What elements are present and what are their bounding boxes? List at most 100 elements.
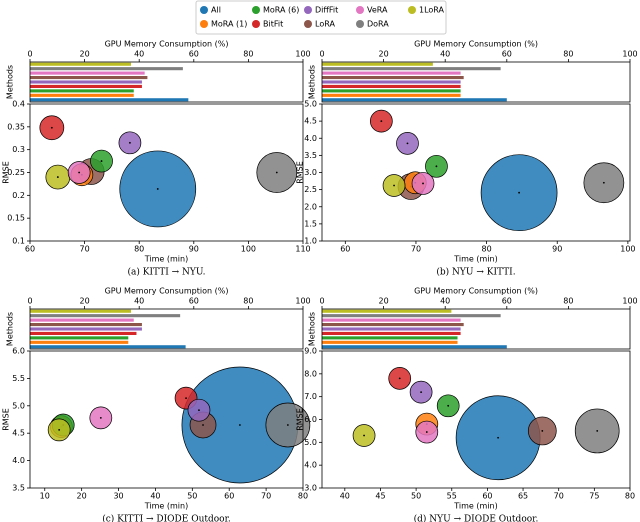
plot-frame <box>29 350 304 489</box>
bar-x-tick-label: 100 <box>295 50 310 59</box>
legend-label: BitFit <box>263 20 283 29</box>
plot-frame <box>321 103 631 242</box>
bar-x-tick-label: 0 <box>27 297 32 306</box>
memory-bar <box>30 340 129 344</box>
bar-frame <box>29 61 304 103</box>
y-tick-label: 7.0 <box>304 392 317 401</box>
caption: (a) KITTI → NYU. <box>128 267 206 278</box>
y-tick-label: 3.0 <box>304 484 317 493</box>
legend-label: DiffFit <box>315 6 338 15</box>
memory-bar <box>30 71 145 75</box>
bar-x-tick-label: 60 <box>189 50 199 59</box>
bar-x-tick-label: 100 <box>622 50 637 59</box>
legend-marker <box>356 6 364 14</box>
y-tick-label: 4.0 <box>12 456 25 465</box>
x-axis-label: Time (min) <box>144 255 188 264</box>
y-tick-label: 0.3 <box>12 145 25 154</box>
x-tick-label: 70 <box>80 245 90 254</box>
bar-y-label: Methods <box>308 312 317 346</box>
bubble-center <box>435 165 438 168</box>
x-tick-label: 75 <box>589 492 599 501</box>
bubble-center <box>198 409 200 412</box>
bar-x-tick-label: 20 <box>379 297 389 306</box>
bubble-center <box>541 430 544 432</box>
y-axis-label: RMSE <box>2 408 11 431</box>
memory-bar <box>322 80 461 84</box>
bar-x-tick-label: 40 <box>134 50 144 59</box>
bar-x-tick-label: 0 <box>319 297 324 306</box>
y-tick-label: 0.15 <box>7 214 25 223</box>
bubble-center <box>420 391 423 393</box>
bubble-center <box>78 171 81 174</box>
x-tick-label: 65 <box>518 492 528 501</box>
memory-bar <box>30 323 142 327</box>
x-tick-label: 60 <box>25 245 35 254</box>
memory-bar <box>322 62 433 66</box>
bar-x-tick-label: 60 <box>502 297 512 306</box>
bar-y-label: Methods <box>6 65 15 99</box>
y-tick-label: 3.5 <box>304 151 317 160</box>
memory-bar <box>30 98 189 102</box>
bubble-center <box>518 191 520 194</box>
caption: (b) NYU → KITTI. <box>436 267 515 278</box>
y-tick-label: 4.0 <box>304 134 317 143</box>
legend-marker <box>200 6 208 14</box>
bubble-center <box>425 431 428 433</box>
legend-label: 1LoRA <box>419 6 445 15</box>
memory-bar <box>30 314 181 318</box>
legend-label: MoRA (1) <box>211 20 247 29</box>
bar-frame <box>29 308 304 350</box>
bubble-center <box>202 424 204 426</box>
memory-bar <box>322 331 461 335</box>
y-tick-label: 6.0 <box>12 347 25 356</box>
legend-marker <box>200 20 208 28</box>
memory-bar <box>322 93 461 97</box>
memory-bar <box>322 89 461 93</box>
memory-bar <box>30 76 148 80</box>
bar-x-tick-label: 80 <box>563 297 573 306</box>
memory-bar <box>30 93 134 97</box>
legend-marker <box>252 20 260 28</box>
caption: (c) KITTI → DIODE Outdoor. <box>102 514 231 522</box>
x-tick-label: 10 <box>40 492 50 501</box>
plot-frame <box>29 103 304 242</box>
bar-x-tick-label: 0 <box>319 50 324 59</box>
x-tick-label: 90 <box>552 245 562 254</box>
y-axis-label: RMSE <box>2 161 11 184</box>
y-tick-label: 5.0 <box>304 100 317 109</box>
x-tick-label: 40 <box>150 492 160 501</box>
y-tick-label: 9.0 <box>304 347 317 356</box>
bar-x-tick-label: 80 <box>563 50 573 59</box>
bar-x-tick-label: 40 <box>134 297 144 306</box>
x-tick-label: 50 <box>187 492 197 501</box>
bubble-center <box>286 424 289 426</box>
memory-bar <box>30 62 132 66</box>
bar-x-label: GPU Memory Consumption (%) <box>414 40 538 49</box>
x-tick-label: 80 <box>625 492 635 501</box>
memory-bar <box>322 336 458 340</box>
x-tick-label: 70 <box>261 492 271 501</box>
bubble-center <box>100 160 103 162</box>
bubble-center <box>422 182 424 185</box>
bubble-center <box>406 142 409 145</box>
bar-x-label: GPU Memory Consumption (%) <box>105 287 229 296</box>
memory-bar <box>30 336 129 340</box>
legend-marker <box>408 6 416 14</box>
legend-label: LoRA <box>315 20 335 29</box>
bar-x-tick-label: 60 <box>502 50 512 59</box>
memory-bar <box>322 314 501 318</box>
x-tick-label: 90 <box>189 245 199 254</box>
legend-marker <box>252 6 260 14</box>
memory-bar <box>322 345 507 349</box>
y-tick-label: 1.0 <box>304 237 317 246</box>
y-tick-label: 0.25 <box>7 168 25 177</box>
y-tick-label: 1.5 <box>304 219 317 228</box>
bar-x-tick-label: 80 <box>243 50 253 59</box>
bubble-center <box>239 424 241 426</box>
x-tick-label: 70 <box>554 492 564 501</box>
bar-x-label: GPU Memory Consumption (%) <box>414 287 538 296</box>
y-tick-label: 8.0 <box>304 369 317 378</box>
bubble-center <box>156 188 159 190</box>
caption: (d) NYU → DIODE Outdoor. <box>414 514 539 522</box>
